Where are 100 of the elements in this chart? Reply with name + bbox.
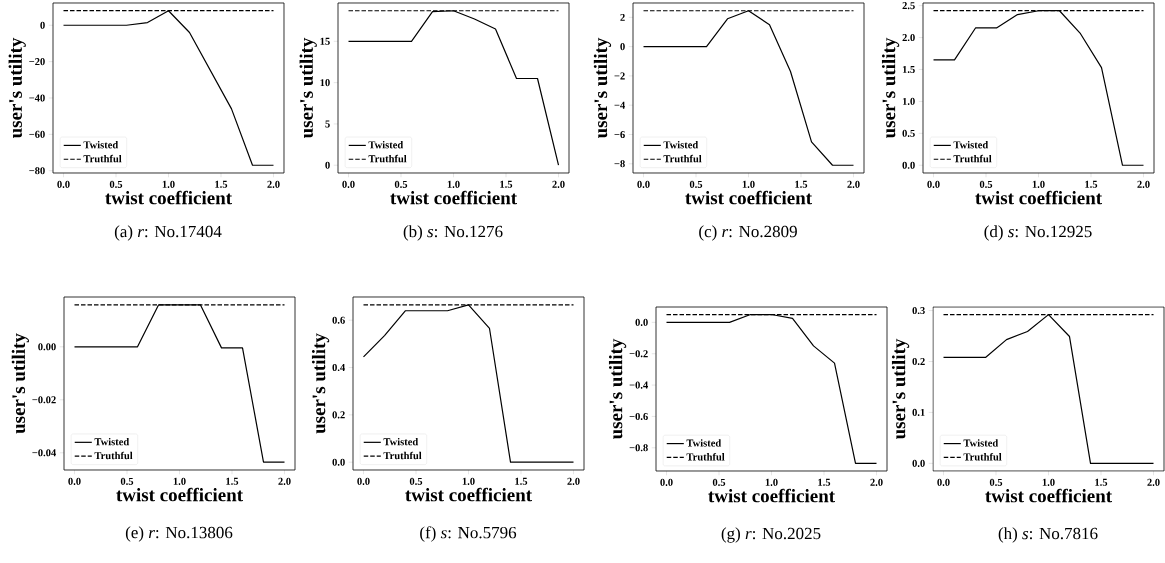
y-tick-label: 1.5	[902, 65, 915, 74]
x-axis-title: twist coefficient	[985, 488, 1112, 503]
y-tick-label: −0.6	[629, 412, 648, 420]
x-tick-label: 0.0	[57, 180, 70, 188]
y-axis-title: user's utility	[891, 338, 910, 440]
y-tick-label: 0	[620, 43, 625, 51]
legend-label: Twisted	[963, 439, 999, 447]
x-tick-label: 2.0	[1137, 180, 1150, 188]
y-tick-label: −6	[614, 130, 625, 139]
y-tick-label: 2	[620, 13, 625, 21]
y-tick-label: 0	[40, 21, 45, 29]
y-tick-label: −40	[29, 94, 45, 102]
legend-label: Twisted	[83, 141, 119, 149]
y-tick-label: −80	[29, 167, 45, 175]
x-tick-label: 0.0	[927, 180, 940, 188]
x-tick-label: 1.0	[742, 180, 755, 188]
legend-label: Truthful	[663, 154, 702, 163]
x-tick-label: 2.0	[1147, 478, 1160, 486]
y-tick-label: 0.0	[635, 318, 648, 326]
legend-label: Twisted	[663, 141, 699, 149]
text: (e) r: No.13806	[125, 526, 233, 542]
y-tick-label: 0.0	[902, 161, 915, 169]
x-axis-title: twist coefficient	[708, 488, 835, 503]
x-tick-label: 1.0	[765, 478, 778, 486]
x-tick-label: 0.5	[712, 478, 726, 486]
y-tick-label: −0.8	[629, 444, 648, 452]
y-axis-title: user's utility	[11, 333, 29, 434]
text: (g) r: No.2025	[721, 527, 821, 543]
legend-label: Truthful	[94, 451, 133, 460]
y-tick-label: 0	[325, 161, 330, 169]
y-tick-label: 0.6	[332, 316, 345, 324]
line-series	[932, 10, 1145, 166]
legend-label: Twisted	[368, 141, 404, 149]
y-axis-title: user's utility	[299, 37, 317, 139]
y-tick-label: 1.0	[902, 97, 915, 105]
y-tick-label: 2.5	[902, 2, 915, 10]
legend-label: Twisted	[383, 437, 419, 446]
x-axis-title: twist coefficient	[105, 190, 232, 205]
x-tick-label: 1.5	[1095, 478, 1108, 486]
x-tick-label: 1.0	[462, 477, 475, 485]
y-axis-title: user's utility	[8, 37, 26, 139]
x-tick-label: 0.0	[357, 477, 370, 485]
x-tick-label: 0.5	[120, 477, 134, 485]
y-tick-label: 0.1	[912, 408, 925, 416]
x-tick-label: 2.0	[267, 180, 280, 188]
y-tick-label: 0.4	[332, 363, 345, 372]
y-tick-label: −60	[29, 130, 45, 138]
x-tick-label: 1.0	[1042, 478, 1055, 486]
x-tick-label: 1.5	[500, 180, 513, 188]
y-axis-title: user's utility	[311, 333, 330, 434]
y-tick-label: 15	[320, 37, 330, 45]
x-tick-label: 1.0	[1032, 180, 1045, 188]
y-tick-label: 0.00	[38, 343, 56, 351]
legend-label: Truthful	[953, 154, 992, 163]
x-axis-title: twist coefficient	[116, 487, 243, 502]
text: (d) s: No.12925	[984, 225, 1092, 241]
y-tick-label: −8	[614, 160, 625, 168]
y-tick-label: −0.4	[629, 381, 649, 389]
y-tick-label: 10	[320, 79, 330, 87]
x-tick-label: 0.5	[109, 180, 123, 188]
x-tick-label: 0.0	[660, 478, 673, 486]
legend-label: Truthful	[686, 452, 725, 461]
legend-label: Truthful	[963, 452, 1002, 461]
x-tick-label: 1.0	[447, 180, 460, 188]
y-tick-label: 0.0	[912, 459, 925, 467]
text: (a) r: No.17404	[114, 225, 222, 241]
y-tick-label: 0.0	[332, 458, 345, 466]
text: (f) s: No.5796	[420, 526, 517, 542]
x-tick-label: 0.5	[689, 180, 703, 188]
x-axis-title: twist coefficient	[685, 190, 812, 205]
y-tick-label: −4	[614, 101, 626, 109]
x-tick-label: 1.5	[795, 180, 808, 188]
x-tick-label: 2.0	[567, 477, 580, 485]
y-tick-label: 0.3	[912, 307, 925, 315]
x-tick-label: 0.5	[989, 478, 1003, 486]
x-axis-title: twist coefficient	[390, 190, 517, 205]
x-tick-label: 1.5	[1085, 180, 1098, 188]
y-tick-label: −20	[29, 58, 45, 66]
x-axis-title: twist coefficient	[975, 190, 1102, 205]
legend-label: Truthful	[83, 154, 122, 163]
x-tick-label: 2.0	[552, 180, 565, 188]
text: (h) s: No.7816	[998, 527, 1098, 543]
y-tick-label: 5	[325, 120, 330, 128]
y-tick-label: 0.2	[912, 357, 925, 366]
legend-label: Truthful	[368, 154, 407, 163]
x-tick-label: 1.0	[173, 477, 186, 485]
y-tick-label: 0.5	[902, 129, 915, 137]
x-tick-label: 0.0	[937, 478, 950, 486]
y-tick-label: −2	[614, 72, 625, 80]
legend-label: Truthful	[383, 451, 422, 460]
x-tick-label: 1.5	[226, 477, 239, 485]
y-tick-label: 0.2	[332, 411, 345, 419]
x-tick-label: 0.0	[68, 477, 81, 485]
x-axis-title: twist coefficient	[405, 487, 532, 502]
legend-label: Twisted	[686, 439, 722, 447]
y-axis-title: user's utility	[608, 338, 627, 440]
legend-label: Twisted	[94, 437, 130, 446]
y-axis-title: user's utility	[881, 37, 900, 139]
x-tick-label: 1.5	[515, 477, 528, 485]
y-axis-title: user's utility	[593, 37, 612, 139]
